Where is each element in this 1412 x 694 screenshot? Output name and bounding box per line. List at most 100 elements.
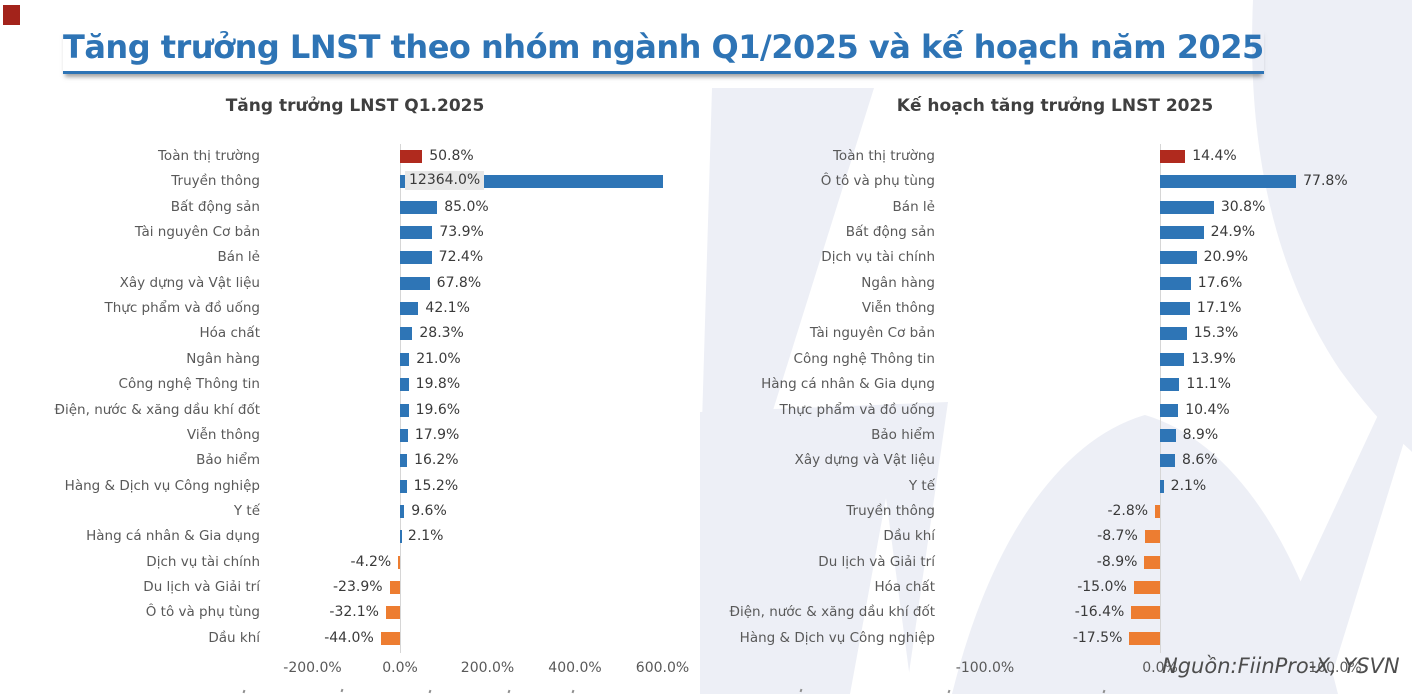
bar-row: Dịch vụ tài chính -4.2% xyxy=(30,550,710,575)
bar xyxy=(1160,251,1197,265)
bar xyxy=(400,403,409,417)
x-tick-label: 0.0% xyxy=(1142,660,1178,676)
bar-row: Tài nguyên Cơ bản 15.3% xyxy=(710,321,1410,346)
axis-line xyxy=(400,144,401,653)
value-label: 13.9% xyxy=(1191,350,1236,367)
bar-row: Hàng & Dịch vụ Công nghiệp 15.2% xyxy=(30,474,710,499)
category-label: Dầu khí xyxy=(883,528,935,545)
value-label: -23.9% xyxy=(333,578,383,595)
category-label: Dịch vụ tài chính xyxy=(821,249,935,266)
value-label: 15.3% xyxy=(1193,325,1239,342)
category-label: Điện, nước & xăng dầu khí đốt xyxy=(54,401,260,418)
category-label: Xây dựng và Vật liệu xyxy=(119,274,260,291)
bar xyxy=(400,251,432,265)
bar xyxy=(400,150,423,163)
bar xyxy=(1144,555,1160,569)
bar-row: Dịch vụ tài chính 20.9% xyxy=(710,245,1410,270)
bar-row: Bất động sản 24.9% xyxy=(710,220,1410,245)
bar-row: Ô tô và phụ tùng -32.1% xyxy=(30,600,710,625)
chart-q1-2025-growth: Toàn thị trường 50.8% Truyền thông 12364.0%… xyxy=(30,144,710,689)
value-label: 30.8% xyxy=(1220,198,1266,215)
value-label: 17.6% xyxy=(1197,274,1243,291)
bar xyxy=(398,555,400,569)
category-label: Ngân hàng xyxy=(861,274,935,291)
value-label: -32.1% xyxy=(329,604,379,621)
bar-row: Hàng & Dịch vụ Công nghiệp -17.5% xyxy=(710,626,1410,651)
x-tick-label: -200.0% xyxy=(283,660,342,676)
category-label: Điện, nước & xăng dầu khí đốt xyxy=(729,604,935,621)
bar xyxy=(1160,226,1204,240)
x-tick-label: 200.0% xyxy=(460,660,515,676)
bar-row: Y tế 2.1% xyxy=(710,474,1410,499)
value-label: 8.6% xyxy=(1182,452,1218,469)
category-label: Y tế xyxy=(908,477,935,494)
bar xyxy=(400,276,430,290)
value-label: 19.6% xyxy=(415,401,461,418)
page-title: Tăng trưởng LNST theo nhóm ngành Q1/2025… xyxy=(63,28,1264,74)
bar-row: Dầu khí -8.7% xyxy=(710,524,1410,549)
category-label: Du lịch và Giải trí xyxy=(818,553,935,570)
left-chart-title: Tăng trưởng LNST Q1.2025 xyxy=(225,96,485,116)
bar xyxy=(1155,504,1160,518)
bar-row: Xây dựng và Vật liệu 67.8% xyxy=(30,271,710,296)
bar-row: Du lịch và Giải trí -8.9% xyxy=(710,550,1410,575)
category-label: Truyền thông xyxy=(846,502,935,519)
bar-row: Hóa chất 28.3% xyxy=(30,321,710,346)
category-label: Ngân hàng xyxy=(186,350,260,367)
bar xyxy=(1133,580,1160,594)
bar xyxy=(400,302,419,316)
bar-row: Tài nguyên Cơ bản 73.9% xyxy=(30,220,710,245)
bar xyxy=(1160,378,1180,392)
category-label: Hàng & Dịch vụ Công nghiệp xyxy=(64,477,260,494)
bar xyxy=(385,606,400,620)
bar-row: Bán lẻ 30.8% xyxy=(710,195,1410,220)
value-label: 24.9% xyxy=(1210,224,1256,241)
bar-row: Thực phẩm và đồ uống 10.4% xyxy=(710,398,1410,423)
bar-row: Hàng cá nhân & Gia dụng 2.1% xyxy=(30,524,710,549)
bar xyxy=(400,226,433,240)
bar xyxy=(400,504,405,518)
value-label: -4.2% xyxy=(350,553,392,570)
bar xyxy=(1144,530,1160,544)
bar-row: Bảo hiểm 16.2% xyxy=(30,448,710,473)
value-label: 85.0% xyxy=(444,198,489,215)
value-label: 50.8% xyxy=(429,148,474,164)
bar-row: Điện, nước & xăng dầu khí đốt -16.4% xyxy=(710,600,1410,625)
category-label: Viễn thông xyxy=(186,426,260,443)
category-label: Ô tô và phụ tùng xyxy=(820,173,935,190)
category-label: Toàn thị trường xyxy=(832,148,935,164)
bar xyxy=(1160,276,1191,290)
category-label: Xây dựng và Vật liệu xyxy=(794,452,935,469)
bar-row: Hàng cá nhân & Gia dụng 11.1% xyxy=(710,372,1410,397)
watermark-corner-blob xyxy=(1252,0,1412,452)
category-label: Du lịch và Giải trí xyxy=(143,578,260,595)
bar-row: Ô tô và phụ tùng 77.8% xyxy=(710,169,1410,194)
value-label: 14.4% xyxy=(1192,148,1237,164)
bar-row: Viễn thông 17.9% xyxy=(30,423,710,448)
watermark-notch xyxy=(850,498,912,694)
category-label: Hàng cá nhân & Gia dụng xyxy=(86,528,260,545)
category-label: Công nghệ Thông tin xyxy=(118,376,260,393)
category-label: Thực phẩm và đồ uống xyxy=(104,300,260,317)
category-label: Dịch vụ tài chính xyxy=(146,553,260,570)
bar xyxy=(380,631,400,645)
category-label: Bảo hiểm xyxy=(871,426,935,443)
bar xyxy=(1160,200,1214,214)
value-label: -15.0% xyxy=(1077,578,1127,595)
category-label: Hóa chất xyxy=(199,325,260,342)
bar-row: Điện, nước & xăng dầu khí đốt 19.6% xyxy=(30,398,710,423)
value-label: -8.7% xyxy=(1097,528,1138,545)
bar-row: Bất động sản 85.0% xyxy=(30,195,710,220)
bar xyxy=(1160,352,1185,366)
bar xyxy=(1160,479,1164,493)
x-tick-label: 100.0% xyxy=(1308,660,1362,676)
category-label: Hàng cá nhân & Gia dụng xyxy=(761,376,935,393)
bar-row: Truyền thông -2.8% xyxy=(710,499,1410,524)
bar-row: Du lịch và Giải trí -23.9% xyxy=(30,575,710,600)
value-label: -16.4% xyxy=(1074,604,1125,621)
value-label: 28.3% xyxy=(419,325,464,342)
watermark-upper-band xyxy=(700,88,874,490)
bar xyxy=(400,454,408,468)
